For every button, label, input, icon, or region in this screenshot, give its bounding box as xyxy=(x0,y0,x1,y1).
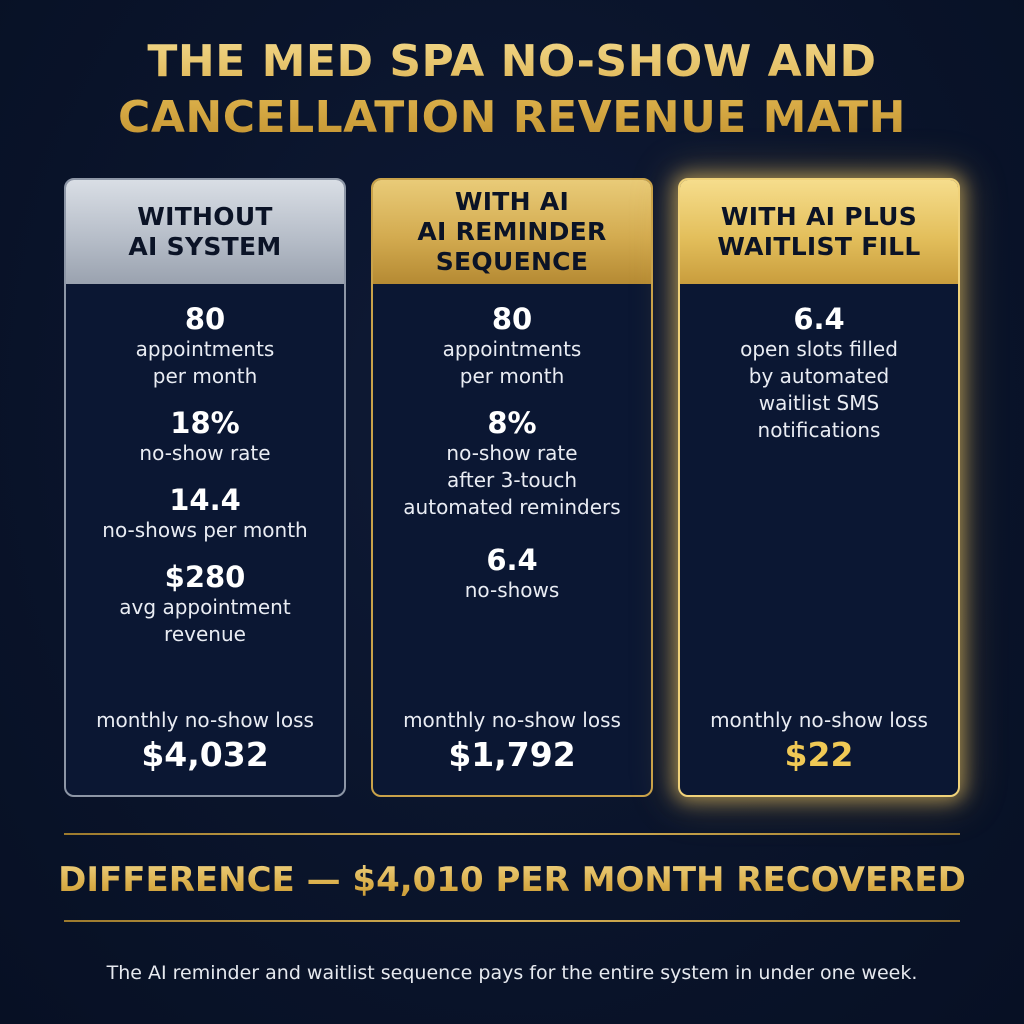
stat-value: 80 xyxy=(184,302,226,336)
stat-value: 8% xyxy=(487,406,537,440)
stat-value: 6.4 xyxy=(486,543,538,577)
page-title: THE MED SPA NO-SHOW AND CANCELLATION REV… xyxy=(0,34,1024,146)
stat-no-show-rate: 8% no-show rate after 3-touch automated … xyxy=(383,406,641,521)
stat-no-show-rate: 18% no-show rate xyxy=(76,406,334,467)
card-heading-line: SEQUENCE xyxy=(435,247,589,276)
stat-value: $280 xyxy=(164,560,246,594)
stat-desc: avg appointment revenue xyxy=(76,594,334,648)
card-heading-line: WITH AI xyxy=(454,187,570,216)
monthly-loss: monthly no-show loss $22 xyxy=(680,707,958,777)
stat-desc-line: waitlist SMS xyxy=(758,391,880,415)
stat-desc-line: no-shows xyxy=(464,578,560,602)
divider-bottom xyxy=(64,920,960,922)
divider-top xyxy=(64,833,960,835)
title-line-1: THE MED SPA NO-SHOW AND xyxy=(147,36,877,87)
stat-desc-line: avg appointment xyxy=(119,595,291,619)
card-body: 80 appointments per month 8% no-show rat… xyxy=(373,302,651,604)
card-with-ai-waitlist: WITH AI PLUS WAITLIST FILL 6.4 open slot… xyxy=(678,178,960,797)
card-heading-line: AI SYSTEM xyxy=(128,232,282,261)
title-line-2: CANCELLATION REVENUE MATH xyxy=(118,92,906,143)
card-body: 80 appointments per month 18% no-show ra… xyxy=(66,302,344,648)
stat-value: 14.4 xyxy=(169,483,241,517)
card-heading: WITHOUT AI SYSTEM xyxy=(66,180,344,284)
difference-banner: DIFFERENCE — $4,010 PER MONTH RECOVERED xyxy=(0,856,1024,904)
stat-desc-line: notifications xyxy=(757,418,881,442)
stat-no-shows: 14.4 no-shows per month xyxy=(76,483,334,544)
stat-desc-line: appointments xyxy=(135,337,275,361)
stat-slots-filled: 6.4 open slots filled by automated waitl… xyxy=(690,302,948,444)
card-heading-line: WITH AI PLUS xyxy=(720,202,918,231)
stat-desc-line: per month xyxy=(459,364,565,388)
stat-desc: no-shows xyxy=(383,577,641,604)
loss-value: $4,032 xyxy=(141,735,269,774)
footer-note: The AI reminder and waitlist sequence pa… xyxy=(106,962,918,984)
card-with-ai-reminder: WITH AI AI REMINDER SEQUENCE 80 appointm… xyxy=(371,178,653,797)
stat-desc-line: no-shows per month xyxy=(102,518,308,542)
card-heading-line: AI REMINDER xyxy=(417,217,607,246)
card-body: 6.4 open slots filled by automated waitl… xyxy=(680,302,958,444)
stat-desc: no-show rate after 3-touch automated rem… xyxy=(383,440,641,521)
stat-desc-line: after 3-touch xyxy=(446,468,578,492)
stat-desc-line: appointments xyxy=(442,337,582,361)
monthly-loss: monthly no-show loss $1,792 xyxy=(373,707,651,777)
stat-desc: appointments per month xyxy=(383,336,641,390)
card-heading-line: WAITLIST FILL xyxy=(717,232,921,261)
loss-label: monthly no-show loss xyxy=(403,708,621,732)
stat-value: 80 xyxy=(491,302,533,336)
card-heading: WITH AI AI REMINDER SEQUENCE xyxy=(373,180,651,284)
stat-avg-revenue: $280 avg appointment revenue xyxy=(76,560,334,648)
monthly-loss: monthly no-show loss $4,032 xyxy=(66,707,344,777)
stat-desc-line: open slots filled xyxy=(740,337,898,361)
stat-desc-line: per month xyxy=(152,364,258,388)
loss-value: $22 xyxy=(784,735,854,774)
stat-appointments: 80 appointments per month xyxy=(383,302,641,390)
stat-no-shows: 6.4 no-shows xyxy=(383,543,641,604)
stat-desc: appointments per month xyxy=(76,336,334,390)
card-heading: WITH AI PLUS WAITLIST FILL xyxy=(680,180,958,284)
stat-desc-line: no-show rate xyxy=(446,441,578,465)
stat-desc: open slots filled by automated waitlist … xyxy=(690,336,948,444)
loss-label: monthly no-show loss xyxy=(710,708,928,732)
stat-desc-line: automated reminders xyxy=(403,495,621,519)
stat-value: 6.4 xyxy=(793,302,845,336)
stat-desc-line: by automated xyxy=(748,364,890,388)
stat-appointments: 80 appointments per month xyxy=(76,302,334,390)
stat-desc-line: revenue xyxy=(164,622,246,646)
loss-value: $1,792 xyxy=(448,735,576,774)
stat-desc: no-shows per month xyxy=(76,517,334,544)
stat-value: 18% xyxy=(170,406,240,440)
card-heading-line: WITHOUT xyxy=(137,202,273,231)
card-without-ai: WITHOUT AI SYSTEM 80 appointments per mo… xyxy=(64,178,346,797)
stat-desc: no-show rate xyxy=(76,440,334,467)
loss-label: monthly no-show loss xyxy=(96,708,314,732)
stat-desc-line: no-show rate xyxy=(139,441,271,465)
